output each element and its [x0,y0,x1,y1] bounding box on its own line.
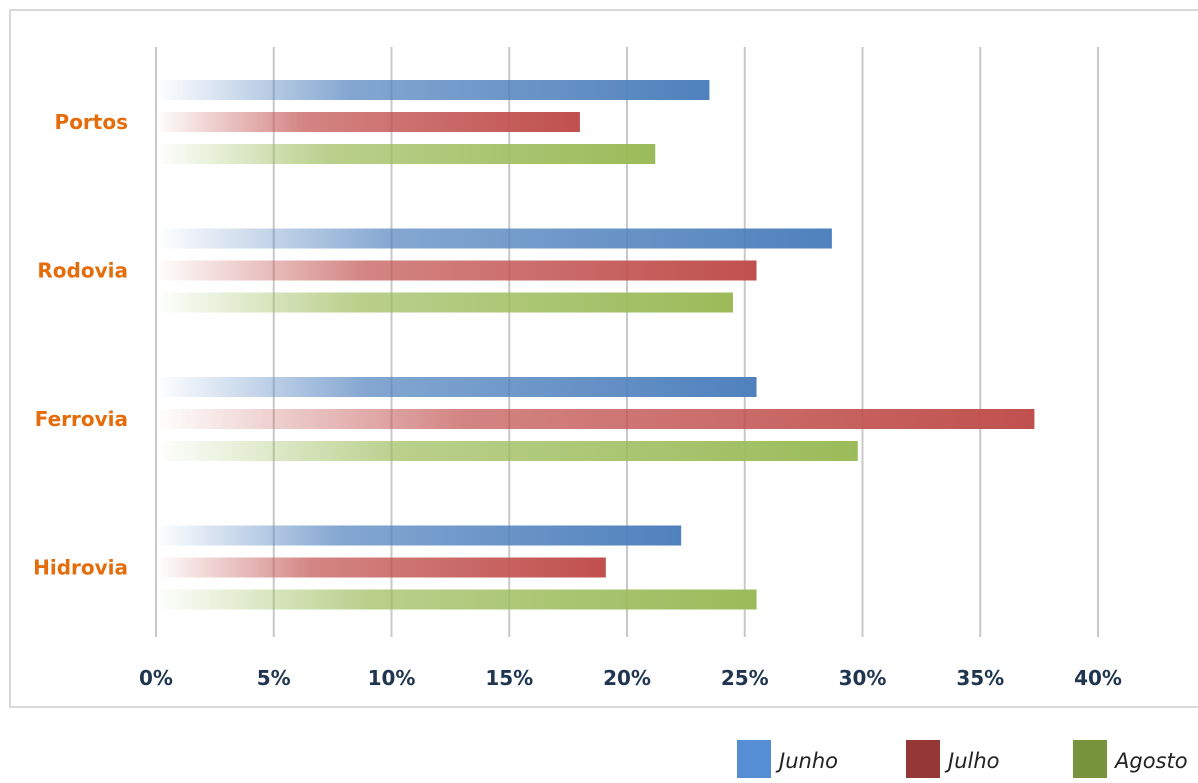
bar-agosto-portos [156,144,656,164]
legend-swatch-julho [906,740,940,778]
x-tick-label: 35% [956,666,1004,690]
category-label: Rodovia [37,259,128,283]
legend-label: Agosto [1113,749,1188,773]
bars [156,80,1035,610]
legend: Junho Julho Agosto [737,740,1188,778]
bar-julho-portos [156,112,580,132]
x-tick-label: 30% [839,666,887,690]
x-tick-label: 10% [368,666,416,690]
x-tick-label: 40% [1074,666,1122,690]
legend-label: Junho [775,749,838,773]
category-label: Portos [55,110,128,134]
x-tick-label: 20% [603,666,651,690]
bar-junho-portos [156,80,710,100]
bar-julho-hidrovia [156,557,606,578]
x-tick-label: 0% [139,666,173,690]
bar-junho-hidrovia [156,525,682,546]
legend-label: Julho [944,749,1000,773]
x-tick-labels: 0% 5% 10% 15% 20% 25% 30% 35% 40% [139,666,1122,690]
x-tick-label: 5% [257,666,291,690]
legend-swatch-agosto [1073,740,1107,778]
bar-junho-rodovia [156,228,832,249]
x-tick-label: 25% [721,666,769,690]
legend-swatch-junho [737,740,771,778]
bar-agosto-rodovia [156,292,733,313]
category-label: Hidrovia [33,556,128,580]
category-labels: Portos Rodovia Ferrovia Hidrovia [33,110,128,580]
bar-junho-ferrovia [156,377,757,397]
x-tick-label: 15% [485,666,533,690]
bar-julho-rodovia [156,260,757,281]
bar-agosto-hidrovia [156,589,757,610]
category-label: Ferrovia [35,407,128,431]
bar-agosto-ferrovia [156,441,858,461]
bar-julho-ferrovia [156,409,1035,429]
